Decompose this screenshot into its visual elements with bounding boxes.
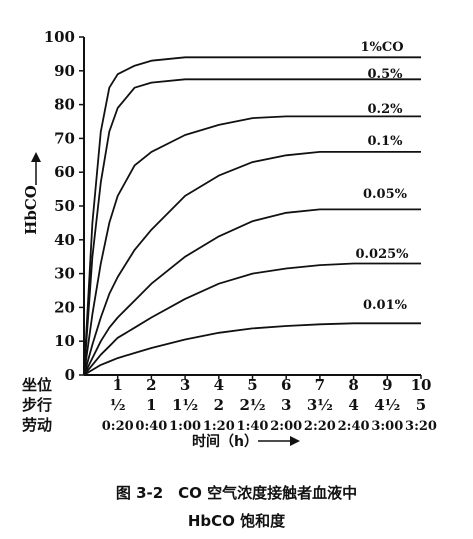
series-line — [83, 78, 421, 376]
x-tick-label: 6 — [281, 376, 291, 394]
x-tick-label: 3½ — [307, 396, 333, 414]
y-tick-label: 80 — [54, 96, 75, 114]
x-tick-label: 1 — [146, 396, 156, 414]
y-tick-label: 30 — [54, 265, 75, 283]
x-tick-label: 1 — [112, 376, 122, 394]
x-tick-label: 1½ — [172, 396, 198, 414]
x-axis-arrowhead — [290, 436, 300, 446]
series-label: 0.1% — [368, 134, 404, 149]
x-tick-label: 3:20 — [405, 419, 437, 434]
x-tick-label: 0:40 — [135, 419, 167, 434]
series-line — [83, 262, 421, 376]
series-label: 0.05% — [363, 187, 408, 202]
y-tick-label: 10 — [54, 332, 75, 350]
x-tick-label: 2 — [214, 396, 224, 414]
x-axis-label: 时间（h） — [192, 433, 258, 450]
y-axis-arrowhead — [31, 152, 41, 162]
series-label: 0.5% — [368, 67, 404, 82]
x-tick-label: 7 — [315, 376, 325, 394]
x-tick-label: 3:00 — [371, 419, 403, 434]
x-tick-label: 1:40 — [237, 419, 269, 434]
series-label: 1%CO — [360, 40, 403, 55]
series-line — [83, 208, 421, 376]
y-axis-label: HbCO — [22, 185, 40, 235]
x-tick-label: 4 — [348, 396, 358, 414]
y-tick-label: 60 — [54, 163, 75, 181]
x-tick-label: 3 — [281, 396, 291, 414]
y-tick-label: 90 — [54, 62, 75, 80]
x-row-label: 坐位 — [22, 376, 52, 394]
x-tick-label: 2½ — [239, 396, 265, 414]
series-lines — [83, 56, 421, 376]
x-tick-label: 3 — [180, 376, 190, 394]
x-tick-label: 2:00 — [270, 419, 302, 434]
series-line — [83, 322, 421, 376]
x-tick-label: 2:20 — [304, 419, 336, 434]
series-line — [83, 56, 421, 376]
x-tick-label: 10 — [411, 376, 432, 394]
y-tick-label: 0 — [65, 366, 75, 384]
y-tick-label: 70 — [54, 129, 75, 147]
series-label: 0.01% — [363, 298, 408, 313]
x-tick-label: 1:00 — [169, 419, 201, 434]
x-row-label: 步行 — [22, 396, 52, 414]
series-label: 0.2% — [368, 102, 404, 117]
x-tick-label: 0:20 — [102, 419, 134, 434]
y-tick-label: 50 — [54, 197, 75, 215]
series-line — [83, 115, 421, 376]
x-tick-label: 5 — [416, 396, 426, 414]
x-row-label: 劳动 — [22, 416, 52, 434]
series-line — [83, 151, 421, 376]
y-tick-label: 100 — [44, 28, 75, 46]
x-tick-label: 5 — [247, 376, 257, 394]
x-tick-label: 4½ — [374, 396, 400, 414]
x-tick-label: 2:40 — [338, 419, 370, 434]
x-tick-label: 1:20 — [203, 419, 235, 434]
x-tick-label: 4 — [214, 376, 224, 394]
x-tick-label: ½ — [110, 396, 126, 414]
caption-line-1: 图 3-2 CO 空气浓度接触者血液中 — [115, 484, 358, 502]
y-ticks: 0 10 20 30 40 50 60 70 80 90 100 — [44, 28, 84, 384]
x-tick-label: 9 — [382, 376, 392, 394]
x-tick-label: 8 — [348, 376, 358, 394]
series-label: 0.025% — [355, 247, 409, 262]
y-tick-label: 20 — [54, 298, 75, 316]
caption-line-2: HbCO 饱和度 — [187, 512, 286, 530]
y-tick-label: 40 — [54, 231, 75, 249]
series-labels: 1%CO 0.5% 0.2% 0.1% 0.05% 0.025% 0.01% — [355, 40, 409, 313]
x-tick-label: 2 — [146, 376, 156, 394]
